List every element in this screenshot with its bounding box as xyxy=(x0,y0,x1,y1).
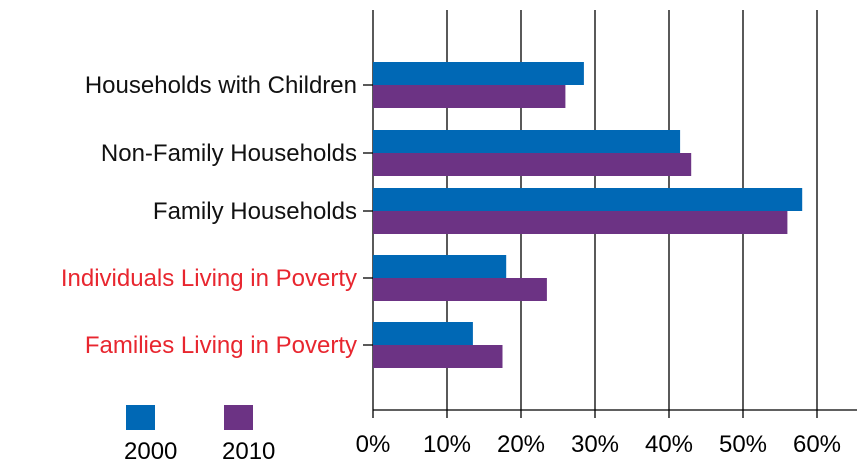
bar-2010 xyxy=(373,153,692,176)
x-tick-label: 30% xyxy=(571,431,619,458)
legend-swatch-2010 xyxy=(224,405,253,430)
bar-2000 xyxy=(373,322,473,345)
legend-label-2000: 2000 xyxy=(124,438,177,463)
legend-label-2010: 2010 xyxy=(222,438,275,463)
bar-2010 xyxy=(373,278,547,301)
category-label: Non-Family Households xyxy=(101,140,357,167)
bar-2010 xyxy=(373,211,788,234)
category-label: Households with Children xyxy=(85,72,357,99)
x-tick-label: 50% xyxy=(719,431,767,458)
bar-2010 xyxy=(373,85,566,108)
axes xyxy=(363,84,857,411)
category-label: Family Households xyxy=(153,198,357,225)
legend: 2000 2010 xyxy=(124,405,275,463)
category-labels: Households with Children Non-Family House… xyxy=(61,72,357,359)
bars xyxy=(373,62,803,368)
x-tick-label: 20% xyxy=(497,431,545,458)
x-tick-label: 40% xyxy=(645,431,693,458)
bar-2000 xyxy=(373,130,681,153)
bar-2000 xyxy=(373,255,507,278)
x-tick-label: 10% xyxy=(423,431,471,458)
bar-2010 xyxy=(373,345,503,368)
x-tick-labels: 0% 10% 20% 30% 40% 50% 60% xyxy=(356,431,841,458)
legend-swatch-2000 xyxy=(126,405,155,430)
category-label: Families Living in Poverty xyxy=(85,332,357,359)
bar-2000 xyxy=(373,188,803,211)
x-tick-label: 0% xyxy=(356,431,391,458)
bar-2000 xyxy=(373,62,584,85)
category-label: Individuals Living in Poverty xyxy=(61,265,357,292)
x-tick-label: 60% xyxy=(793,431,841,458)
